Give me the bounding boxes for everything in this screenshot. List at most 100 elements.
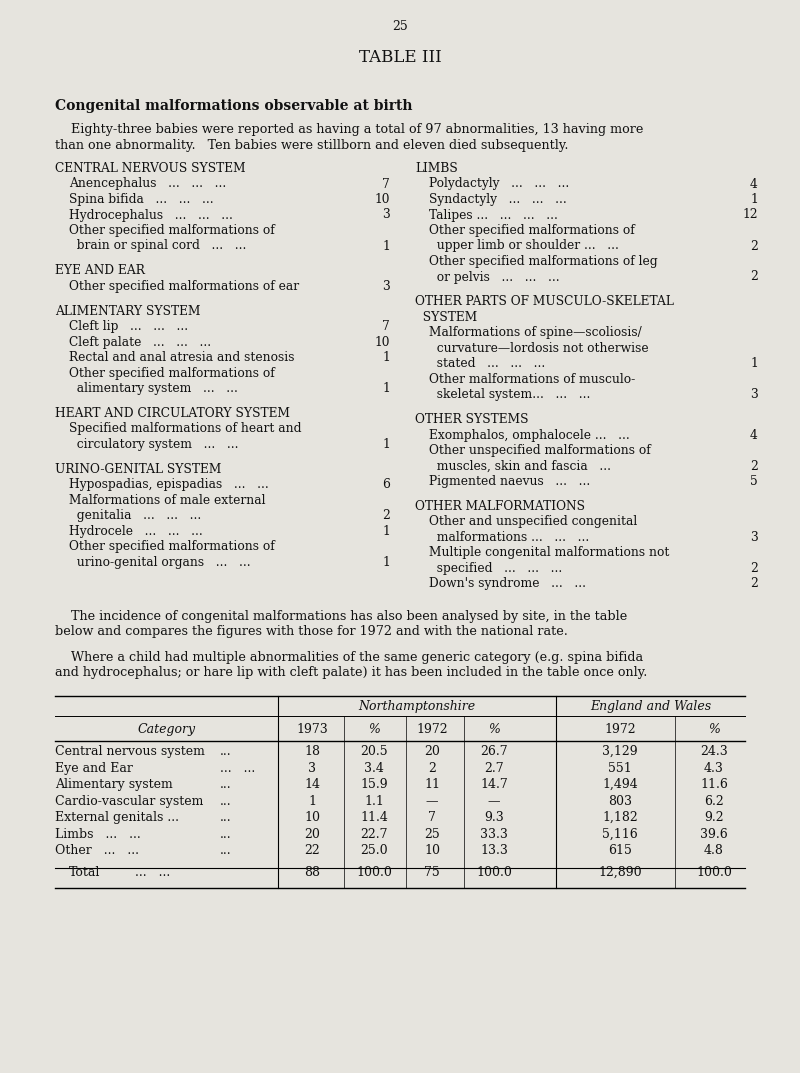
Text: Other specified malformations of: Other specified malformations of — [69, 224, 274, 237]
Text: 33.3: 33.3 — [480, 827, 508, 841]
Text: Anencephalus   ...   ...   ...: Anencephalus ... ... ... — [69, 177, 226, 191]
Text: 10: 10 — [374, 336, 390, 349]
Text: ...   ...: ... ... — [220, 762, 255, 775]
Text: Hydrocele   ...   ...   ...: Hydrocele ... ... ... — [69, 525, 202, 538]
Text: 9.2: 9.2 — [704, 811, 724, 824]
Text: 1: 1 — [750, 193, 758, 206]
Text: 3: 3 — [308, 762, 316, 775]
Text: —: — — [426, 795, 438, 808]
Text: or pelvis   ...   ...   ...: or pelvis ... ... ... — [429, 270, 560, 283]
Text: 3: 3 — [382, 208, 390, 221]
Text: 11.6: 11.6 — [700, 778, 728, 791]
Text: Northamptonshire: Northamptonshire — [358, 701, 475, 714]
Text: %: % — [488, 723, 500, 736]
Text: Other specified malformations of: Other specified malformations of — [429, 224, 634, 237]
Text: Other and unspecified congenital: Other and unspecified congenital — [429, 515, 638, 528]
Text: Alimentary system: Alimentary system — [55, 778, 173, 791]
Text: 3: 3 — [382, 280, 390, 293]
Text: ALIMENTARY SYSTEM: ALIMENTARY SYSTEM — [55, 305, 201, 318]
Text: Pigmented naevus   ...   ...: Pigmented naevus ... ... — [429, 475, 590, 488]
Text: Polydactyly   ...   ...   ...: Polydactyly ... ... ... — [429, 177, 570, 191]
Text: 9.3: 9.3 — [484, 811, 504, 824]
Text: 1,494: 1,494 — [602, 778, 638, 791]
Text: OTHER PARTS OF MUSCULO-SKELETAL: OTHER PARTS OF MUSCULO-SKELETAL — [415, 295, 674, 308]
Text: Spina bifida   ...   ...   ...: Spina bifida ... ... ... — [69, 193, 214, 206]
Text: 25: 25 — [392, 20, 408, 33]
Text: Category: Category — [138, 723, 195, 736]
Text: malformations ...   ...   ...: malformations ... ... ... — [429, 531, 590, 544]
Text: ...: ... — [220, 746, 232, 759]
Text: ...: ... — [220, 811, 232, 824]
Text: Cardio-vascular system: Cardio-vascular system — [55, 795, 203, 808]
Text: England and Wales: England and Wales — [590, 701, 711, 714]
Text: Central nervous system: Central nervous system — [55, 746, 205, 759]
Text: genitalia   ...   ...   ...: genitalia ... ... ... — [69, 510, 202, 523]
Text: OTHER MALFORMATIONS: OTHER MALFORMATIONS — [415, 500, 585, 513]
Text: Other specified malformations of ear: Other specified malformations of ear — [69, 280, 299, 293]
Text: Other   ...   ...: Other ... ... — [55, 844, 139, 857]
Text: 3,129: 3,129 — [602, 746, 638, 759]
Text: Cleft palate   ...   ...   ...: Cleft palate ... ... ... — [69, 336, 211, 349]
Text: Hypospadias, epispadias   ...   ...: Hypospadias, epispadias ... ... — [69, 479, 269, 491]
Text: 20: 20 — [304, 827, 320, 841]
Text: 4: 4 — [750, 428, 758, 442]
Text: 3.4: 3.4 — [364, 762, 384, 775]
Text: ...: ... — [220, 795, 232, 808]
Text: skeletal system...   ...   ...: skeletal system... ... ... — [429, 388, 590, 401]
Text: 6.2: 6.2 — [704, 795, 724, 808]
Text: 1: 1 — [750, 357, 758, 370]
Text: 2: 2 — [750, 562, 758, 575]
Text: 2: 2 — [750, 239, 758, 252]
Text: 2: 2 — [750, 577, 758, 590]
Text: 2: 2 — [382, 510, 390, 523]
Text: 100.0: 100.0 — [476, 866, 512, 879]
Text: 7: 7 — [382, 320, 390, 333]
Text: 3: 3 — [750, 531, 758, 544]
Text: muscles, skin and fascia   ...: muscles, skin and fascia ... — [429, 459, 611, 472]
Text: Hydrocephalus   ...   ...   ...: Hydrocephalus ... ... ... — [69, 208, 233, 221]
Text: 26.7: 26.7 — [480, 746, 508, 759]
Text: 22: 22 — [304, 844, 320, 857]
Text: upper limb or shoulder ...   ...: upper limb or shoulder ... ... — [429, 239, 619, 252]
Text: ...: ... — [220, 827, 232, 841]
Text: Down's syndrome   ...   ...: Down's syndrome ... ... — [429, 577, 586, 590]
Text: Other specified malformations of leg: Other specified malformations of leg — [429, 255, 658, 268]
Text: —: — — [488, 795, 500, 808]
Text: 7: 7 — [428, 811, 436, 824]
Text: 13.3: 13.3 — [480, 844, 508, 857]
Text: Cleft lip   ...   ...   ...: Cleft lip ... ... ... — [69, 320, 188, 333]
Text: 2.7: 2.7 — [484, 762, 504, 775]
Text: Syndactyly   ...   ...   ...: Syndactyly ... ... ... — [429, 193, 566, 206]
Text: 4.3: 4.3 — [704, 762, 724, 775]
Text: 24.3: 24.3 — [700, 746, 728, 759]
Text: Eye and Ear: Eye and Ear — [55, 762, 133, 775]
Text: EYE AND EAR: EYE AND EAR — [55, 264, 145, 277]
Text: 1: 1 — [382, 351, 390, 364]
Text: SYSTEM: SYSTEM — [415, 311, 478, 324]
Text: 1: 1 — [382, 556, 390, 569]
Text: ...   ...: ... ... — [135, 866, 170, 879]
Text: Specified malformations of heart and: Specified malformations of heart and — [69, 423, 302, 436]
Text: LIMBS: LIMBS — [415, 162, 458, 175]
Text: 100.0: 100.0 — [696, 866, 732, 879]
Text: 1: 1 — [382, 525, 390, 538]
Text: alimentary system   ...   ...: alimentary system ... ... — [69, 382, 238, 395]
Text: %: % — [708, 723, 720, 736]
Text: Total: Total — [69, 866, 100, 879]
Text: 1972: 1972 — [416, 723, 448, 736]
Text: 12: 12 — [742, 208, 758, 221]
Text: 25: 25 — [424, 827, 440, 841]
Text: 1: 1 — [382, 382, 390, 395]
Text: 1,182: 1,182 — [602, 811, 638, 824]
Text: 14: 14 — [304, 778, 320, 791]
Text: Eighty-three babies were reported as having a total of 97 abnormalities, 13 havi: Eighty-three babies were reported as hav… — [55, 123, 643, 136]
Text: 1.1: 1.1 — [364, 795, 384, 808]
Text: 3: 3 — [750, 388, 758, 401]
Text: 615: 615 — [608, 844, 632, 857]
Text: 22.7: 22.7 — [360, 827, 388, 841]
Text: The incidence of congenital malformations has also been analysed by site, in the: The incidence of congenital malformation… — [55, 611, 627, 623]
Text: 1: 1 — [308, 795, 316, 808]
Text: CENTRAL NERVOUS SYSTEM: CENTRAL NERVOUS SYSTEM — [55, 162, 246, 175]
Text: 551: 551 — [608, 762, 632, 775]
Text: Other specified malformations of: Other specified malformations of — [69, 367, 274, 380]
